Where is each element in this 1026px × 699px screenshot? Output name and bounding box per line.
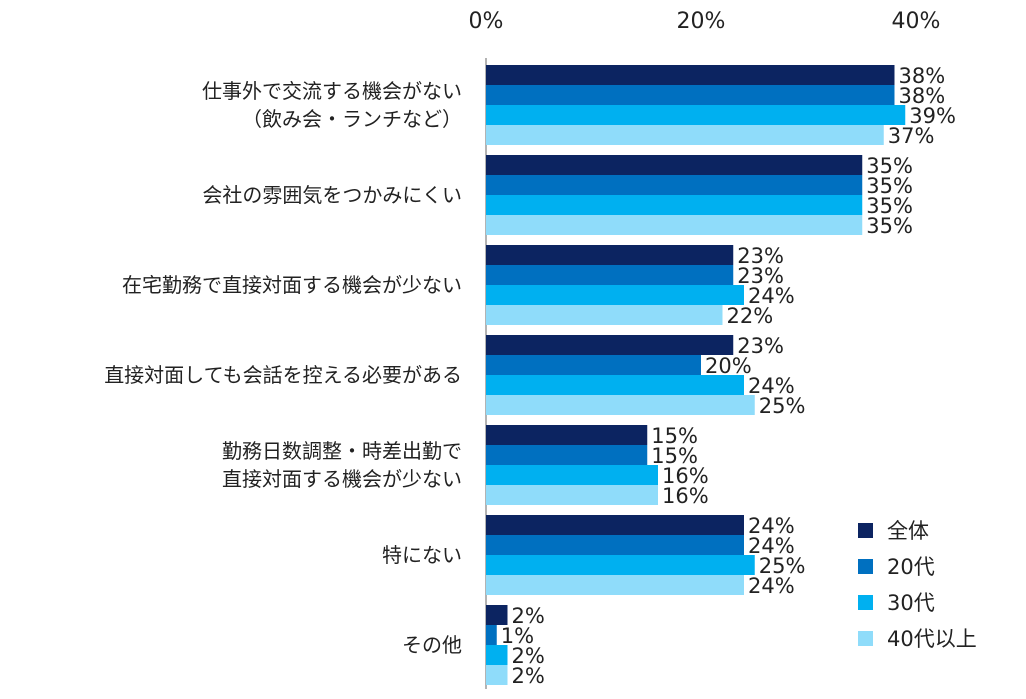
data-label: 25% (759, 394, 806, 418)
bar (486, 195, 863, 215)
bar (486, 105, 906, 125)
data-label: 35% (866, 214, 913, 238)
bar (486, 375, 744, 395)
bar (486, 555, 755, 575)
data-label: 37% (888, 124, 935, 148)
bar (486, 625, 497, 645)
bar (486, 445, 648, 465)
data-label: 15% (651, 444, 698, 468)
data-label: 2% (512, 644, 545, 668)
bar (486, 485, 658, 505)
data-label: 23% (737, 334, 784, 358)
category-label: その他 (22, 631, 462, 659)
data-label: 2% (512, 664, 545, 688)
category-label-line: 仕事外で交流する機会がない (202, 79, 462, 103)
category-label: 勤務日数調整・時差出勤で 直接対面する機会が少ない (22, 437, 462, 493)
data-label: 24% (748, 514, 795, 538)
legend-item: 30代 (858, 584, 977, 620)
legend-label: 20代 (887, 555, 935, 579)
data-label: 23% (737, 244, 784, 268)
category-label-line: 在宅勤務で直接対面する機会が少ない (122, 273, 462, 297)
data-label: 1% (501, 624, 534, 648)
data-label: 15% (651, 424, 698, 448)
data-label: 24% (748, 284, 795, 308)
data-label: 25% (759, 554, 806, 578)
legend-swatch (858, 594, 873, 610)
data-label: 38% (899, 64, 946, 88)
x-tick-label: 40% (892, 9, 941, 34)
bar (486, 125, 884, 145)
legend-item: 全体 (858, 512, 977, 548)
bar (486, 575, 744, 595)
category-label-line: 直接対面する機会が少ない (222, 467, 462, 491)
bar (486, 665, 508, 685)
bar (486, 465, 658, 485)
data-label: 24% (748, 574, 795, 598)
bar (486, 245, 734, 265)
legend: 全体 20代 30代 40代以上 (858, 512, 977, 656)
data-label: 24% (748, 534, 795, 558)
x-tick-label: 20% (677, 9, 726, 34)
category-label-line: 勤務日数調整・時差出勤で (222, 439, 462, 463)
category-label-line: その他 (402, 633, 462, 657)
data-label: 16% (662, 484, 709, 508)
bar (486, 155, 863, 175)
bar (486, 425, 648, 445)
data-label: 23% (737, 264, 784, 288)
legend-label: 全体 (887, 519, 929, 543)
bar (486, 175, 863, 195)
legend-label: 30代 (887, 591, 935, 615)
bar (486, 645, 508, 665)
category-label: 在宅勤務で直接対面する機会が少ない (22, 271, 462, 299)
category-label: 仕事外で交流する機会がない （飲み会・ランチなど） (22, 77, 462, 133)
bar (486, 265, 734, 285)
legend-label: 40代以上 (887, 627, 977, 651)
data-label: 24% (748, 374, 795, 398)
bar (486, 605, 508, 625)
category-label: 直接対面しても会話を控える必要がある (22, 361, 462, 389)
category-label: 特にない (22, 541, 462, 569)
legend-swatch (858, 630, 873, 646)
category-label-line: （飲み会・ランチなど） (242, 107, 462, 131)
category-label-line: 特にない (382, 543, 462, 567)
bar (486, 285, 744, 305)
data-label: 39% (909, 104, 956, 128)
category-label-line: 会社の雰囲気をつかみにくい (202, 183, 462, 207)
bar (486, 65, 895, 85)
bar (486, 85, 895, 105)
x-tick-label: 0% (469, 9, 504, 34)
data-label: 38% (899, 84, 946, 108)
bar (486, 215, 863, 235)
category-label: 会社の雰囲気をつかみにくい (22, 181, 462, 209)
bar (486, 335, 734, 355)
legend-item: 40代以上 (858, 620, 977, 656)
data-label: 22% (727, 304, 774, 328)
data-label: 2% (512, 604, 545, 628)
bar (486, 305, 723, 325)
data-label: 20% (705, 354, 752, 378)
data-label: 35% (866, 194, 913, 218)
data-label: 35% (866, 154, 913, 178)
category-label-line: 直接対面しても会話を控える必要がある (104, 363, 462, 387)
data-label: 35% (866, 174, 913, 198)
bar (486, 355, 701, 375)
legend-swatch (858, 558, 873, 574)
legend-swatch (858, 522, 873, 538)
data-label: 16% (662, 464, 709, 488)
legend-item: 20代 (858, 548, 977, 584)
bar (486, 395, 755, 415)
bar (486, 535, 744, 555)
bar (486, 515, 744, 535)
